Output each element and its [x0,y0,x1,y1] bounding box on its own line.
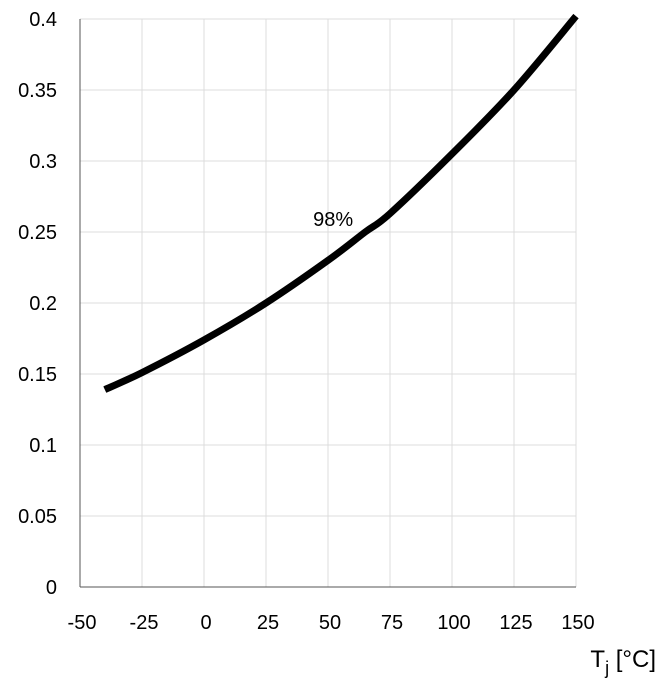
x-tick-label-7: 125 [499,612,532,634]
x-tick-label-3: 25 [257,612,279,634]
x-tick-label-6: 100 [437,612,470,634]
y-tick-label-8: 0.4 [29,9,57,31]
x-axis-label-sub: j [604,658,609,678]
y-tick-label-7: 0.35 [18,80,57,102]
y-tick-label-6: 0.3 [29,151,57,173]
annotations: 98% [313,209,353,231]
x-axis-label: Tj [°C] [590,646,656,678]
y-tick-label-1: 0.05 [18,506,57,528]
y-tick-label-5: 0.25 [18,222,57,244]
y-tick-labels: 0 0.05 0.1 0.15 0.2 0.25 0.3 0.35 0.4 [18,9,57,599]
x-tick-label-1: -25 [130,612,159,634]
y-tick-label-3: 0.15 [18,364,57,386]
series-layer [103,13,579,393]
x-tick-label-4: 50 [319,612,341,634]
x-tick-label-0: -50 [68,612,97,634]
grid [80,18,577,587]
x-axis-label-unit: [°C] [609,646,656,673]
y-tick-label-4: 0.2 [29,293,57,315]
x-axis-label-main: T [590,646,605,673]
x-tick-label-2: 0 [200,612,211,634]
series-line-0 [103,13,579,393]
x-tick-label-5: 75 [381,612,403,634]
y-tick-label-0: 0 [46,577,57,599]
x-tick-label-8: 150 [561,612,594,634]
y-tick-label-2: 0.1 [29,435,57,457]
x-tick-labels: -50 -25 0 25 50 75 100 125 150 [68,612,595,634]
annotation-label-0: 98% [313,209,353,231]
